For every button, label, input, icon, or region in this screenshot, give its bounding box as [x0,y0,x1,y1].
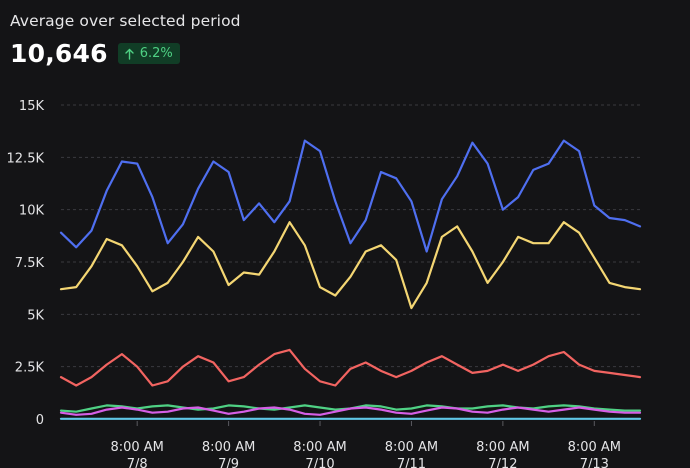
x-tick-date-label: 7/12 [488,457,517,468]
series-line-3 [59,348,642,387]
arrow-up-icon [124,48,134,60]
y-tick-label: 10K [19,204,45,219]
y-tick-label: 0 [36,413,44,428]
y-tick-label: 12.5K [7,151,45,166]
x-tick-time-label: 8:00 AM [476,440,529,455]
series-line-5 [59,406,642,416]
x-tick-date-label: 7/8 [127,457,148,468]
x-tick-time-label: 8:00 AM [202,440,255,455]
x-tick-date-label: 7/9 [218,457,239,468]
series-line-1 [59,139,642,253]
y-tick-label: 2.5K [15,361,45,376]
y-tick-label: 15K [19,99,45,114]
headline-row: 10,646 6.2% [10,39,241,68]
change-value: 6.2% [139,46,173,61]
chart-subtitle: Average over selected period [10,12,241,30]
x-tick-time-label: 8:00 AM [385,440,438,455]
series-line-2 [59,221,642,310]
x-tick-date-label: 7/11 [397,457,426,468]
average-value: 10,646 [10,39,108,68]
y-tick-label: 5K [27,308,44,323]
x-tick-time-label: 8:00 AM [568,440,621,455]
x-tick-time-label: 8:00 AM [110,440,163,455]
change-badge: 6.2% [117,43,180,64]
x-tick-time-label: 8:00 AM [293,440,346,455]
y-tick-label: 7.5K [15,256,45,271]
x-tick-date-label: 7/10 [305,457,334,468]
chart-header: Average over selected period 10,646 6.2% [10,12,241,68]
x-tick-date-label: 7/13 [580,457,609,468]
